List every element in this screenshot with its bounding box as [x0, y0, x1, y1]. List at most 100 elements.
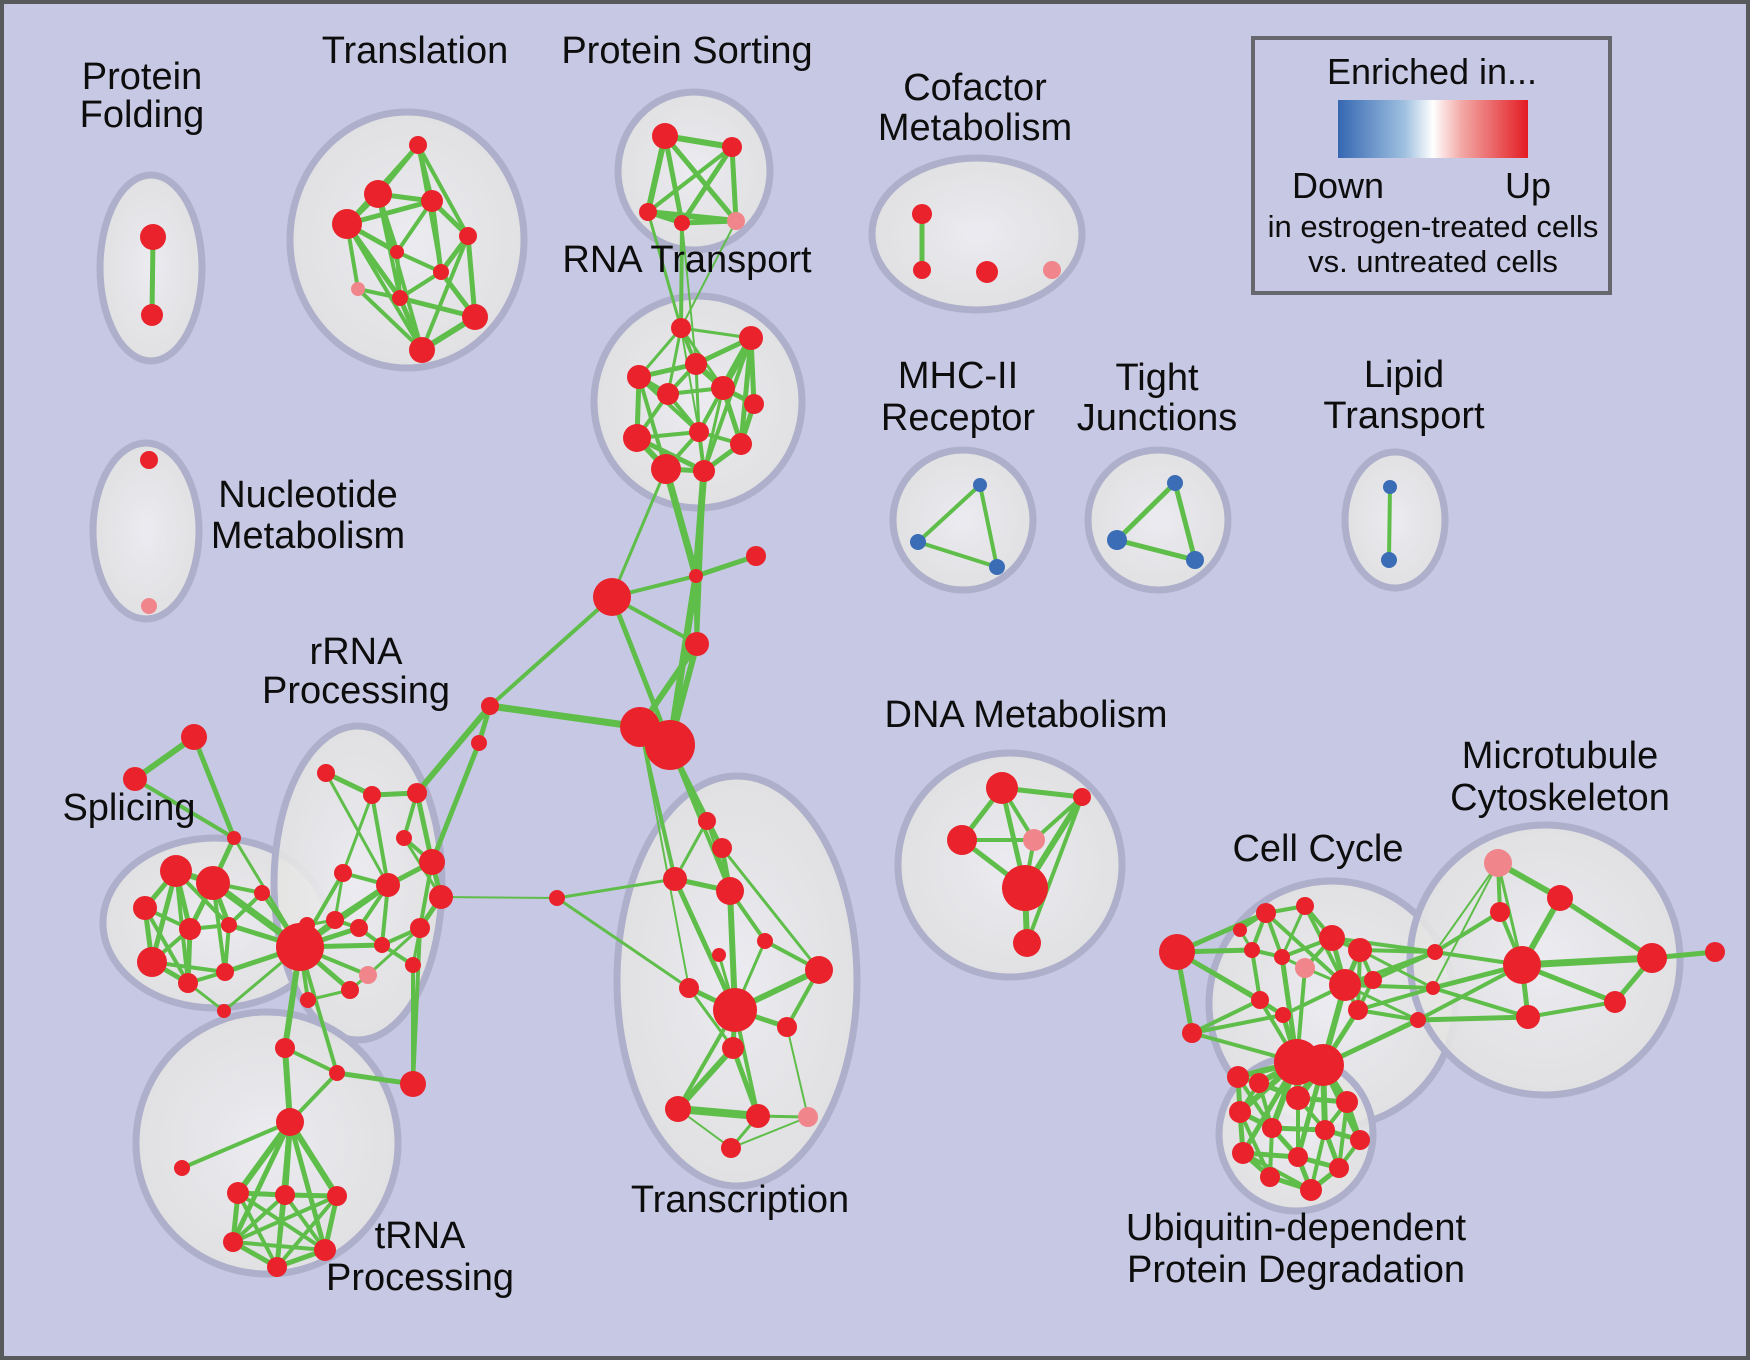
gene-set-node	[986, 772, 1018, 804]
trna-processing-ellipse	[132, 1008, 402, 1278]
gene-set-node	[805, 956, 833, 984]
gene-set-node	[462, 304, 488, 330]
gene-set-node	[1426, 981, 1440, 995]
gene-set-node	[1023, 829, 1045, 851]
similarity-edge	[370, 793, 390, 887]
gene-set-node	[133, 896, 157, 920]
gene-set-node	[912, 204, 932, 224]
gene-set-node	[1484, 849, 1512, 877]
similarity-edge	[341, 793, 374, 875]
similarity-edge	[488, 595, 614, 708]
similarity-edge	[416, 143, 470, 238]
similarity-edge	[1356, 1008, 1420, 1022]
gene-set-node	[181, 724, 207, 750]
gene-set-node	[1547, 885, 1573, 911]
gene-set-node	[410, 918, 430, 938]
gene-set-node	[712, 838, 732, 858]
gene-set-node	[757, 933, 773, 949]
similarity-edge	[1434, 862, 1499, 953]
similarity-edge	[230, 1119, 293, 1245]
gene-set-node	[481, 697, 499, 715]
gene-set-node	[798, 1107, 818, 1127]
gene-set-node	[744, 394, 764, 414]
gene-set-node	[722, 137, 742, 157]
gene-set-node	[1262, 1118, 1282, 1138]
similarity-edge	[235, 1119, 293, 1196]
mhc-ii-receptor-label: Receptor	[881, 397, 1036, 439]
gene-set-node	[332, 209, 362, 239]
gene-set-node	[671, 318, 691, 338]
similarity-edge	[609, 594, 673, 748]
similarity-edge	[662, 465, 700, 580]
gene-set-node	[1260, 1167, 1280, 1187]
similarity-edge	[1433, 910, 1502, 954]
gene-set-node	[1329, 969, 1361, 1001]
gene-set-node	[221, 917, 237, 933]
lipid-transport-ellipse	[1341, 448, 1449, 592]
gene-set-node	[227, 1182, 249, 1204]
similarity-edge	[275, 1193, 287, 1269]
similarity-edge	[1431, 986, 1530, 1019]
similarity-edge	[674, 1105, 762, 1120]
ubiquitin-degradation-label: Ubiquitin-dependent	[1126, 1207, 1467, 1249]
gene-set-node	[1296, 897, 1314, 915]
gene-set-node	[123, 767, 147, 791]
gene-set-node	[178, 973, 198, 993]
similarity-edge	[440, 896, 558, 899]
gene-set-node	[376, 873, 400, 897]
similarity-edge	[191, 734, 237, 841]
protein-sorting-label: Protein Sorting	[561, 30, 812, 72]
similarity-edge	[366, 926, 422, 977]
similarity-edge	[1114, 480, 1178, 543]
similarity-edge	[555, 896, 691, 990]
similarity-edge	[429, 740, 482, 865]
gene-set-node	[1364, 971, 1382, 989]
similarity-edge	[287, 1119, 340, 1199]
gene-set-node	[1286, 1086, 1310, 1110]
gene-set-node	[350, 919, 368, 937]
similarity-edge	[662, 133, 685, 226]
legend-gradient-bar	[1338, 100, 1528, 158]
gene-set-node	[1410, 1012, 1426, 1028]
gene-set-node	[396, 830, 412, 846]
similarity-edge	[694, 362, 701, 434]
gene-set-node	[746, 1104, 770, 1128]
gene-set-node	[627, 365, 651, 389]
similarity-edge	[149, 234, 156, 318]
gene-set-node	[1503, 946, 1541, 984]
similarity-edge	[610, 467, 668, 599]
gene-set-node	[674, 215, 690, 231]
gene-set-node	[217, 1004, 231, 1018]
gene-set-node	[409, 337, 435, 363]
similarity-edge	[1557, 895, 1655, 961]
similarity-edge	[666, 326, 683, 396]
tight-junctions-label: Junctions	[1077, 397, 1238, 439]
similarity-edge	[1416, 963, 1524, 1022]
gene-set-node	[652, 123, 678, 149]
gene-set-node	[1427, 944, 1443, 960]
gene-set-node	[657, 383, 679, 405]
similarity-edge	[1190, 998, 1262, 1035]
gene-set-node	[1381, 552, 1397, 568]
similarity-edge	[679, 221, 684, 330]
similarity-edge	[287, 1119, 328, 1253]
gene-set-node	[459, 227, 477, 245]
similarity-edge	[680, 327, 700, 433]
gene-set-node	[1256, 903, 1276, 923]
similarity-edge	[231, 1240, 327, 1252]
similarity-edge	[231, 1194, 339, 1244]
protein-folding-label: Folding	[80, 94, 205, 136]
gene-set-node	[1490, 902, 1510, 922]
gene-set-node	[1315, 1120, 1335, 1140]
gene-set-node	[1288, 1147, 1308, 1167]
similarity-edge	[356, 287, 424, 352]
ubiquitin-degradation-label: Protein Degradation	[1127, 1249, 1465, 1291]
similarity-edge	[1358, 948, 1437, 954]
gene-set-node	[713, 988, 757, 1032]
gene-set-node	[174, 1160, 190, 1176]
gene-set-node	[400, 1071, 426, 1097]
cofactor-metabolism-label: Cofactor	[903, 67, 1047, 109]
gene-set-node	[1249, 1073, 1269, 1093]
